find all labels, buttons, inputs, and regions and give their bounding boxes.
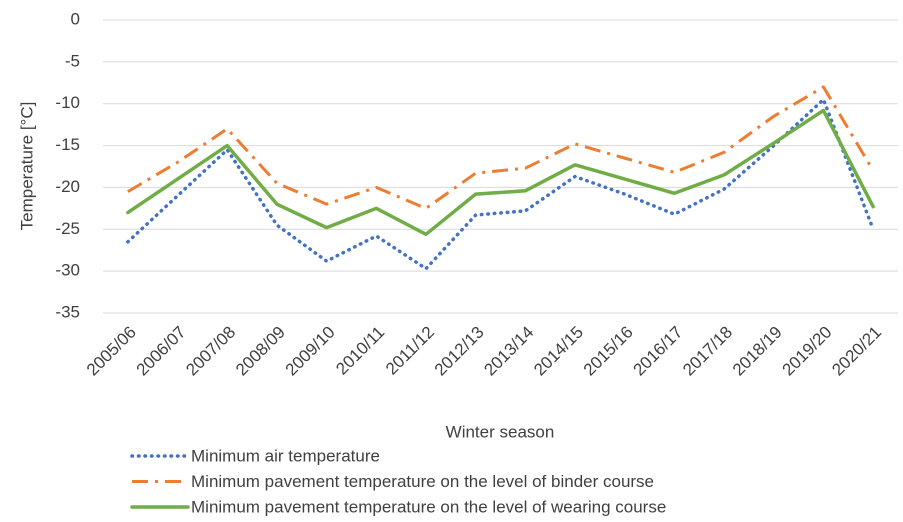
y-tick-label: -10 bbox=[55, 93, 80, 112]
x-tick-label: 2018/19 bbox=[729, 323, 786, 380]
y-tick-label: 0 bbox=[71, 9, 80, 28]
x-tick-label: 2015/16 bbox=[580, 323, 637, 380]
x-tick-label: 2008/09 bbox=[232, 323, 289, 380]
x-tick-label: 2016/17 bbox=[630, 323, 687, 380]
x-tick-label: 2005/06 bbox=[83, 323, 140, 380]
x-tick-label: 2006/07 bbox=[133, 323, 190, 380]
x-tick-label: 2013/14 bbox=[480, 323, 537, 380]
x-axis-label: Winter season bbox=[446, 422, 555, 441]
x-tick-label: 2017/18 bbox=[679, 323, 736, 380]
legend-label: Minimum pavement temperature on the leve… bbox=[191, 497, 666, 516]
y-tick-label: -25 bbox=[55, 219, 80, 238]
data-line bbox=[127, 85, 875, 210]
data-line bbox=[126, 97, 875, 271]
x-tick-label: 2007/08 bbox=[182, 323, 239, 380]
x-tick-label: 2011/12 bbox=[382, 323, 438, 379]
data-line bbox=[126, 108, 875, 237]
legend-label: Minimum pavement temperature on the leve… bbox=[191, 472, 654, 491]
x-tick-label: 2014/15 bbox=[530, 323, 587, 380]
x-tick-label: 2020/21 bbox=[828, 323, 885, 380]
x-tick-label: 2009/10 bbox=[282, 323, 339, 380]
y-tick-label: -5 bbox=[65, 51, 80, 70]
y-tick-label: -15 bbox=[55, 135, 80, 154]
y-tick-label: -30 bbox=[55, 261, 80, 280]
y-axis-label: Temperature [°C] bbox=[17, 102, 36, 231]
x-tick-label: 2019/20 bbox=[779, 323, 836, 380]
x-tick-label: 2012/13 bbox=[431, 323, 488, 380]
legend-label: Minimum air temperature bbox=[191, 446, 380, 465]
x-tick-label: 2010/11 bbox=[332, 323, 388, 379]
y-tick-label: -20 bbox=[55, 177, 80, 196]
y-tick-label: -35 bbox=[55, 302, 80, 321]
